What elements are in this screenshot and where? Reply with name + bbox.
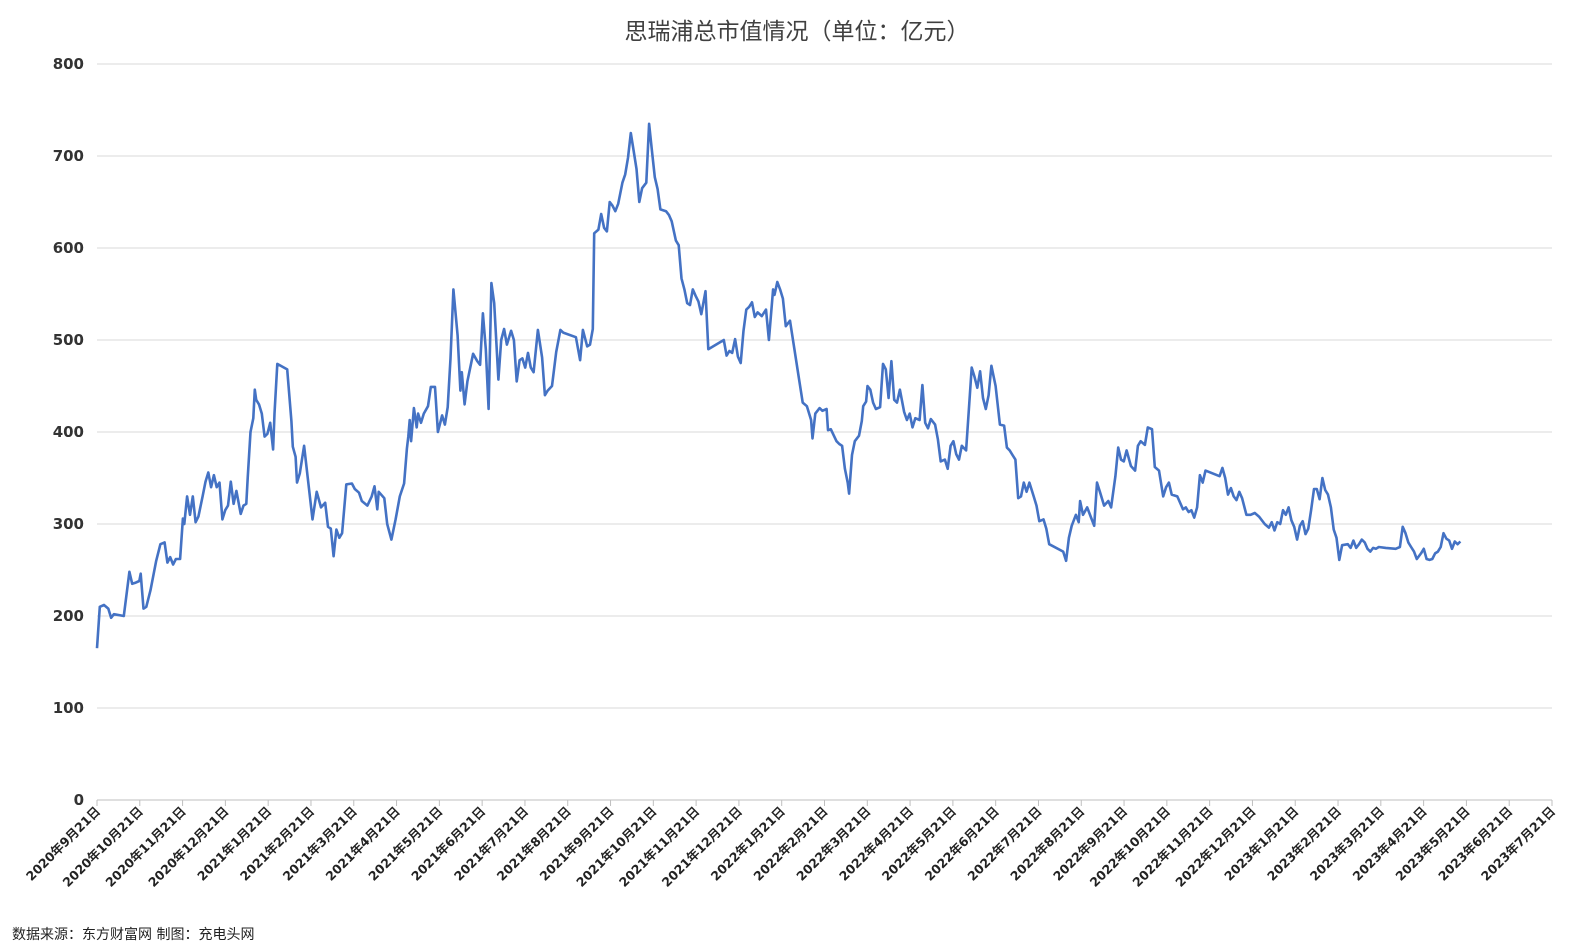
x-tick-label: 2023年4月21日 bbox=[1350, 804, 1430, 884]
series-layer bbox=[95, 122, 1462, 649]
x-tick-label: 2022年10月21日 bbox=[1087, 804, 1173, 890]
x-tick-label: 2023年6月21日 bbox=[1435, 804, 1515, 884]
x-tick-label: 2021年6月21日 bbox=[408, 804, 488, 884]
x-tick-label: 2021年10月21日 bbox=[573, 804, 659, 890]
x-tick-label: 2022年12月21日 bbox=[1172, 804, 1258, 890]
x-tick-label: 2021年12月21日 bbox=[659, 804, 745, 890]
x-tick-label: 2021年4月21日 bbox=[323, 804, 403, 884]
y-tick-label: 300 bbox=[53, 515, 84, 533]
x-tick-label: 2023年7月21日 bbox=[1478, 804, 1558, 884]
x-tick-label: 2021年9月21日 bbox=[536, 804, 616, 884]
x-tick-label: 2022年3月21日 bbox=[793, 804, 873, 884]
chart-title: 思瑞浦总市值情况（单位：亿元） bbox=[624, 19, 970, 45]
x-tick-label: 2022年2月21日 bbox=[750, 804, 830, 884]
y-tick-label: 400 bbox=[53, 423, 84, 441]
x-tick-label: 2021年5月21日 bbox=[365, 804, 445, 884]
y-tick-label: 0 bbox=[74, 791, 84, 809]
x-tick-label: 2021年1月21日 bbox=[194, 804, 274, 884]
x-tick-label: 2023年1月21日 bbox=[1221, 804, 1301, 884]
x-tick-label: 2021年8月21日 bbox=[494, 804, 574, 884]
x-tick-label: 2020年10月21日 bbox=[60, 804, 146, 890]
x-tick-label: 2022年11月21日 bbox=[1129, 804, 1215, 890]
x-tick-label: 2022年4月21日 bbox=[836, 804, 916, 884]
y-tick-labels: 0 100 200 300 400 500 600 700 800 bbox=[53, 55, 84, 809]
gridlines bbox=[97, 63, 1552, 709]
x-tick-label: 2022年6月21日 bbox=[922, 804, 1002, 884]
x-tick-label: 2022年1月21日 bbox=[708, 804, 788, 884]
x-tick-label: 2022年7月21日 bbox=[964, 804, 1044, 884]
x-tick-label: 2021年2月21日 bbox=[237, 804, 317, 884]
x-tick-label: 2020年9月21日 bbox=[23, 804, 103, 884]
y-tick-label: 700 bbox=[53, 147, 84, 165]
x-tick-label: 2021年11月21日 bbox=[616, 804, 702, 890]
x-tick-label: 2020年11月21日 bbox=[102, 804, 188, 890]
y-tick-label: 800 bbox=[53, 55, 84, 73]
x-tick-label: 2021年3月21日 bbox=[280, 804, 360, 884]
x-tick-label: 2020年12月21日 bbox=[145, 804, 231, 890]
y-tick-label: 600 bbox=[53, 239, 84, 257]
x-tick-labels: 2020年9月21日2020年10月21日2020年11月21日2020年12月… bbox=[23, 804, 1558, 890]
x-tick-label: 2022年5月21日 bbox=[879, 804, 959, 884]
y-tick-label: 100 bbox=[53, 699, 84, 717]
x-tick-label: 2023年3月21日 bbox=[1307, 804, 1387, 884]
series-line bbox=[95, 122, 1462, 649]
x-tick-label: 2023年2月21日 bbox=[1264, 804, 1344, 884]
x-tick-label: 2022年9月21日 bbox=[1050, 804, 1130, 884]
y-tick-label: 500 bbox=[53, 331, 84, 349]
x-tick-label: 2023年5月21日 bbox=[1392, 804, 1472, 884]
source-note: 数据来源：东方财富网 制图：充电头网 bbox=[12, 927, 255, 943]
x-tick-label: 2022年8月21日 bbox=[1007, 804, 1087, 884]
x-tick-label: 2021年7月21日 bbox=[451, 804, 531, 884]
axes bbox=[96, 799, 1553, 806]
y-tick-label: 200 bbox=[53, 607, 84, 625]
